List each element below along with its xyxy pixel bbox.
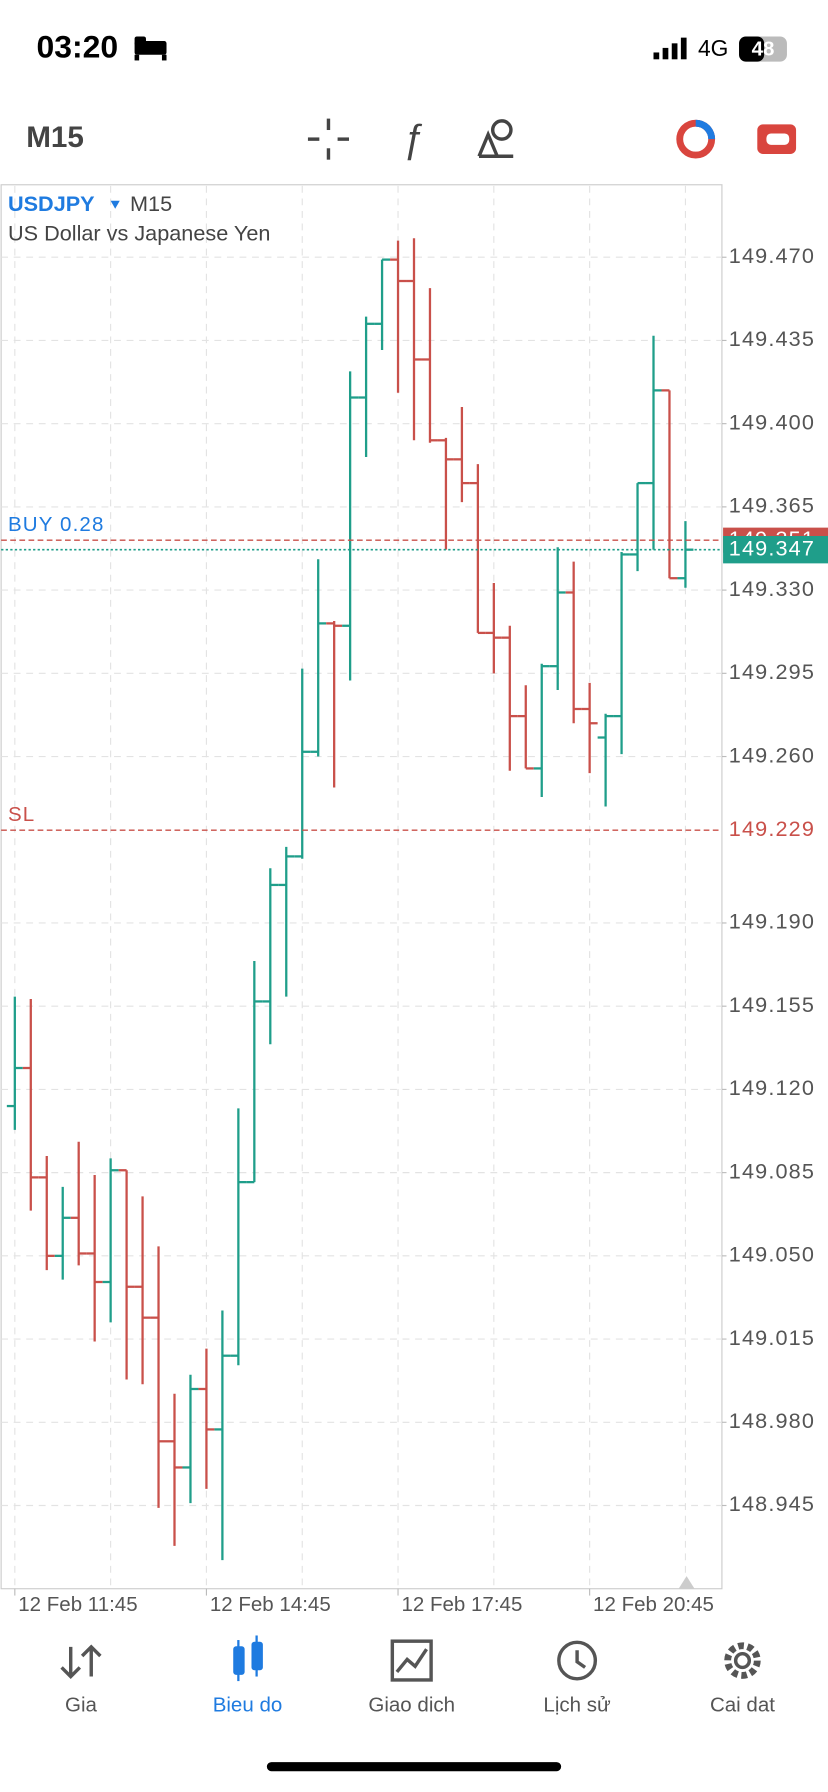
trade-button[interactable] <box>676 119 716 159</box>
nav-item[interactable]: Giao dich <box>368 1639 455 1717</box>
status-time: 03:20 <box>36 28 118 64</box>
chart-frame <box>0 184 723 1590</box>
y-tick-label: 149.330 <box>729 576 815 601</box>
x-tick-label: 12 Feb 20:45 <box>593 1593 714 1616</box>
nav-item[interactable]: Lịch sử <box>543 1640 611 1717</box>
y-tick-label: 149.400 <box>729 409 815 434</box>
nav-label: Giao dich <box>368 1694 455 1717</box>
crosshair-button[interactable] <box>307 118 349 160</box>
y-tick-label: 149.365 <box>729 493 815 518</box>
nav-icon <box>557 1640 598 1681</box>
order-price: 149.229 <box>729 816 815 841</box>
order-label: SL <box>8 803 35 826</box>
y-tick-label: 149.435 <box>729 326 815 351</box>
y-tick-label: 148.945 <box>729 1491 815 1516</box>
account-button[interactable] <box>757 124 797 154</box>
nav-label: Bieu do <box>213 1694 283 1717</box>
indicators-button[interactable]: ƒ <box>402 118 424 162</box>
home-indicator <box>266 1762 562 1772</box>
objects-button[interactable] <box>477 119 514 158</box>
y-tick-label: 149.155 <box>729 992 815 1017</box>
chart: 12 Feb 11:45 12 Feb 14:45 12 Feb 17:45 12 F… <box>1 185 828 1616</box>
y-tick-label: 149.120 <box>729 1075 815 1100</box>
battery-label: 48 <box>752 38 775 61</box>
last-price-box <box>723 535 828 564</box>
chart-timeframe: M15 <box>130 191 172 216</box>
chart-symbol[interactable]: USDJPY <box>8 191 95 216</box>
nav-icon <box>390 1639 433 1682</box>
x-tick-label: 12 Feb 17:45 <box>401 1593 522 1616</box>
y-tick-label: 148.980 <box>729 1408 815 1433</box>
nav-label: Gia <box>65 1694 98 1717</box>
symbol-dropdown[interactable] <box>110 200 120 209</box>
last-price-label: 149.347 <box>729 535 815 560</box>
battery-level <box>739 36 765 62</box>
y-tick-label: 149.260 <box>729 742 815 767</box>
y-tick-label: 149.190 <box>729 909 815 934</box>
y-tick-label: 149.295 <box>729 659 815 684</box>
nav-icon <box>233 1635 263 1682</box>
signal-icon <box>653 37 687 60</box>
x-tick-label: 12 Feb 11:45 <box>18 1593 137 1616</box>
order-label: BUY 0.28 <box>8 513 105 536</box>
y-tick-label: 149.470 <box>729 243 815 268</box>
bottom-nav: Gia Bieu do Giao dich Lịch sử Cai dat <box>60 1635 775 1717</box>
network-label: 4G <box>698 35 728 61</box>
nav-icon <box>395 1648 428 1674</box>
nav-item[interactable]: Cai dat <box>710 1642 775 1717</box>
nav-icon <box>724 1642 761 1679</box>
y-tick-label: 149.015 <box>729 1325 815 1350</box>
sleep-icon <box>134 36 167 61</box>
nav-icon <box>575 1650 587 1669</box>
nav-label: Cai dat <box>710 1694 775 1717</box>
nav-item[interactable]: Gia <box>60 1644 102 1717</box>
shift-marker <box>678 1576 695 1589</box>
y-tick-label: 149.085 <box>729 1158 815 1183</box>
chart-subtitle: US Dollar vs Japanese Yen <box>8 221 270 246</box>
nav-label: Lịch sử <box>543 1694 611 1717</box>
nav-icon <box>733 1652 752 1670</box>
nav-item[interactable]: Bieu do <box>213 1635 283 1717</box>
timeframe-button[interactable]: M15 <box>26 121 84 154</box>
y-tick-label: 149.050 <box>729 1242 815 1267</box>
x-tick-label: 12 Feb 14:45 <box>210 1593 331 1616</box>
nav-icon <box>60 1644 102 1679</box>
